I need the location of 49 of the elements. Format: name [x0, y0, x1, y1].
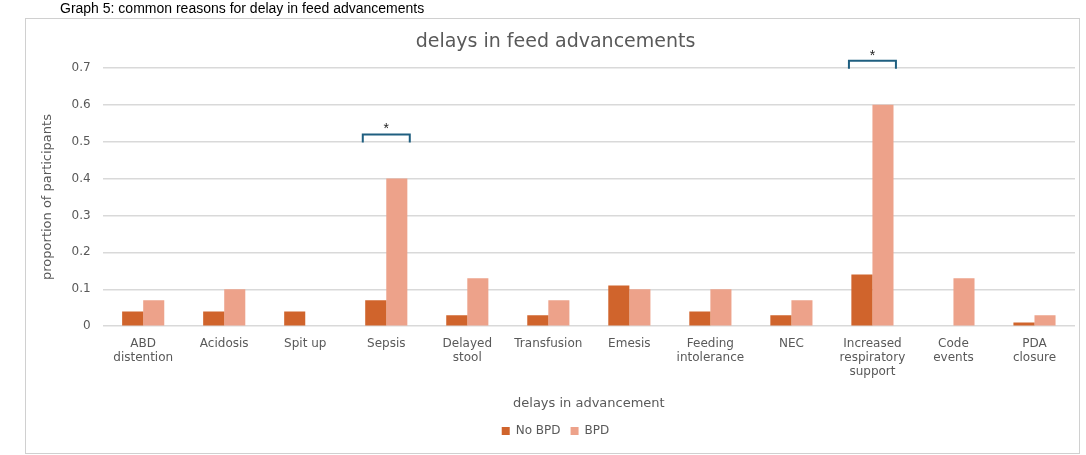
y-tick-label: 0.2	[71, 244, 91, 259]
y-tick-label: 0.7	[71, 59, 91, 74]
x-tick-label: Feeding intolerance	[676, 335, 745, 364]
bar	[1034, 315, 1056, 326]
x-tick-label: NEC	[778, 335, 804, 350]
x-tick-label: Acidosis	[199, 335, 249, 350]
bar	[224, 289, 246, 326]
y-tick-label: 0.3	[71, 207, 91, 222]
x-tick-label: Transfusion	[513, 335, 583, 350]
bar	[791, 300, 813, 326]
bar	[365, 300, 387, 326]
x-axis-title: delays in advancement	[513, 394, 665, 410]
bar	[872, 104, 894, 326]
bar	[608, 285, 630, 326]
y-tick-label: 0	[83, 318, 91, 333]
bar	[446, 315, 468, 326]
annotation: *	[383, 120, 390, 137]
bar	[710, 289, 732, 326]
bar	[143, 300, 165, 326]
bar	[689, 311, 711, 326]
y-tick-label: 0.4	[71, 170, 91, 185]
bar	[629, 289, 651, 326]
y-axis-title: proportion of participants	[39, 113, 55, 280]
x-tick-label: Emesis	[608, 335, 651, 350]
bar	[203, 311, 225, 326]
bar	[527, 315, 549, 326]
chart-title: delays in feed advancements	[415, 29, 696, 52]
caption: Graph 5: common reasons for delay in feed advancements	[60, 0, 425, 16]
bar	[770, 315, 792, 326]
legend-label: BPD	[584, 423, 610, 438]
bar	[284, 311, 306, 326]
y-tick-label: 0.5	[71, 133, 91, 148]
bar	[386, 178, 408, 326]
bar	[467, 278, 489, 326]
x-tick-label: Spit up	[284, 335, 327, 350]
y-tick-label: 0.6	[71, 96, 91, 111]
x-tick-label: ABD distention	[113, 335, 174, 364]
bar	[953, 278, 975, 326]
x-tick-label: Sepsis	[367, 335, 406, 350]
x-tick-label: Delayed stool	[442, 335, 493, 364]
x-tick-label: Code events	[933, 335, 974, 364]
text: *	[869, 46, 876, 63]
x-tick-label: Increased respiratory support	[839, 335, 906, 379]
y-tick-label: 0.1	[71, 281, 91, 296]
bar	[548, 300, 570, 326]
legend-label: No BPD	[515, 423, 561, 438]
bar	[851, 274, 873, 326]
bar	[122, 311, 144, 326]
x-tick-label: PDA closure	[1012, 335, 1057, 364]
